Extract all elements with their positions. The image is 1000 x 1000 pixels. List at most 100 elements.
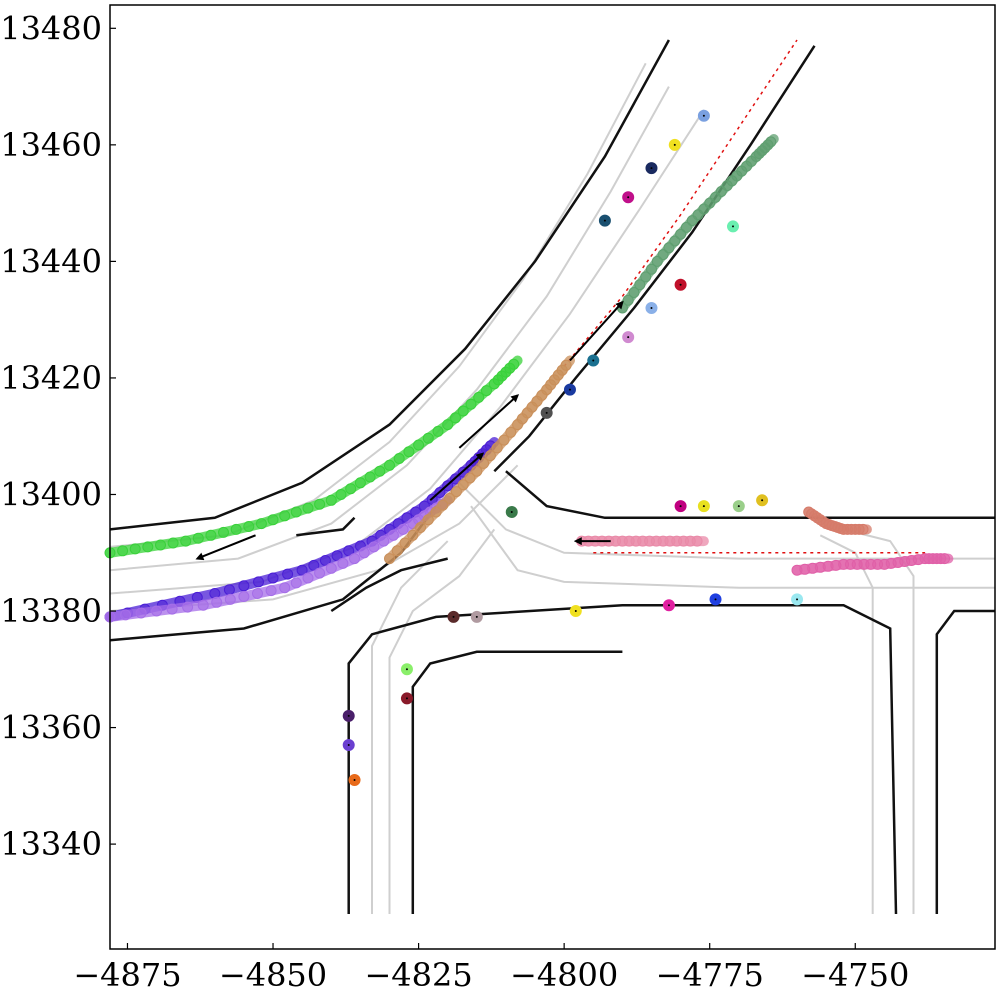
trajectory-2-sample (224, 593, 236, 605)
trajectory-2-sample (151, 605, 163, 617)
agent-center-14 (737, 505, 740, 508)
heading-arrows (195, 300, 624, 561)
trajectory-3-sample (498, 434, 510, 446)
lane-line-5 (470, 505, 995, 589)
agent-markers (342, 109, 804, 787)
agent-center-13 (702, 505, 705, 508)
trajectory-2-sample (337, 557, 349, 569)
trajectory-2-sample (135, 607, 147, 619)
trajectory-0-sample (243, 521, 255, 532)
trajectory-3-sample (415, 522, 426, 533)
trajectory-1-sample (223, 584, 235, 596)
agent-center-11 (510, 510, 513, 513)
y-tick-label: 13380 (0, 592, 102, 630)
trajectory-2-sample (197, 599, 209, 611)
trajectory-6-sample (939, 553, 950, 565)
trajectory-0-sample (384, 459, 395, 471)
y-tick-label: 13400 (0, 475, 102, 513)
trajectory-0-sample (403, 446, 415, 458)
road-boundaries (109, 39, 995, 915)
road-boundary-7 (296, 516, 356, 537)
agent-center-15 (761, 499, 764, 502)
trajectory-0-sample (218, 526, 229, 538)
trajectory-1-sample (282, 568, 294, 580)
trajectory-3-sample (491, 442, 503, 454)
trajectory-3-sample (399, 537, 411, 549)
heading-arrow-1 (429, 452, 485, 502)
agent-center-1 (347, 744, 350, 747)
y-tick-label: 13360 (0, 709, 102, 747)
agent-center-19 (627, 336, 630, 339)
trajectory-0-sample (325, 494, 337, 506)
x-axis-ticks: −4875 −4850 −4825 −4800 −4775 −4750 (73, 943, 909, 994)
trajectory-3-sample (384, 553, 395, 565)
y-tick-label: 13340 (0, 825, 102, 863)
agent-center-0 (353, 779, 356, 782)
trajectory-3-sample (484, 450, 496, 462)
trajectory-4-sample (640, 271, 652, 283)
trajectory-4-sample (646, 263, 657, 275)
agent-center-2 (347, 714, 350, 717)
heading-arrow-2 (458, 394, 520, 449)
lane-line-4 (458, 482, 995, 560)
agent-center-18 (592, 359, 595, 362)
trajectory-0-sample (205, 529, 217, 541)
trajectory-4-sample (622, 294, 634, 306)
agent-center-3 (405, 697, 408, 700)
y-tick-label: 13480 (0, 9, 102, 47)
agent-center-26 (673, 143, 676, 146)
trajectory-2-sample (211, 596, 223, 608)
agent-center-12 (679, 505, 682, 508)
trajectory-3-sample (422, 514, 434, 526)
x-tick-label: −4800 (510, 956, 618, 994)
trajectory-3-sample (471, 465, 483, 477)
trajectory-0-sample (290, 506, 302, 518)
lane-line-9 (819, 534, 874, 914)
trajectory-5-sample (691, 535, 703, 547)
agent-center-20 (650, 307, 653, 310)
trajectory-3-sample (444, 492, 456, 504)
road-boundary-4 (505, 470, 995, 520)
plot-frame (109, 4, 996, 950)
trajectory-3-sample (450, 486, 462, 498)
trajectory-0-sample (192, 532, 204, 544)
x-tick-label: −4750 (801, 956, 909, 994)
centerlines (563, 39, 926, 554)
agent-center-17 (568, 388, 571, 391)
trajectory-3-sample (505, 426, 517, 438)
y-tick-label: 13440 (0, 242, 102, 280)
lane-line-6 (388, 528, 496, 914)
trajectory-0-sample (142, 541, 154, 553)
trajectory-0-sample (432, 425, 444, 437)
road-boundary-3 (347, 603, 898, 915)
agent-center-23 (603, 219, 606, 222)
x-tick-label: −4850 (219, 956, 327, 994)
trajectory-0-sample (180, 535, 192, 547)
trajectory-0-sample (345, 483, 357, 495)
agent-center-7 (574, 610, 577, 613)
agent-center-25 (650, 167, 653, 170)
trajectory-0-sample (481, 385, 492, 397)
trajectory-0-sample (267, 514, 279, 526)
agent-center-10 (796, 598, 799, 601)
trajectory-2-sample (265, 585, 277, 597)
heading-arrow-0 (195, 534, 256, 561)
trajectory-4-sample (765, 136, 777, 148)
trajectory-2-sample (349, 553, 360, 565)
trajectory-2-sample (166, 603, 178, 615)
trajectory-0-sample (508, 358, 520, 370)
y-tick-label: 13460 (0, 126, 102, 164)
trajectory-0-sample (335, 489, 347, 500)
trajectory-2-sample (397, 523, 409, 535)
agent-center-27 (702, 114, 705, 117)
x-tick-label: −4775 (656, 956, 764, 994)
trajectory-0-sample (413, 439, 425, 451)
trajectory-3-sample (391, 545, 403, 557)
centerline-0 (563, 39, 798, 367)
trajectory-0-sample (255, 518, 267, 530)
trajectory-3-sample (407, 529, 419, 541)
trajectory-2-sample (238, 591, 250, 602)
trajectory-3-sample (464, 472, 476, 484)
trajectory-0-sample (354, 477, 366, 489)
